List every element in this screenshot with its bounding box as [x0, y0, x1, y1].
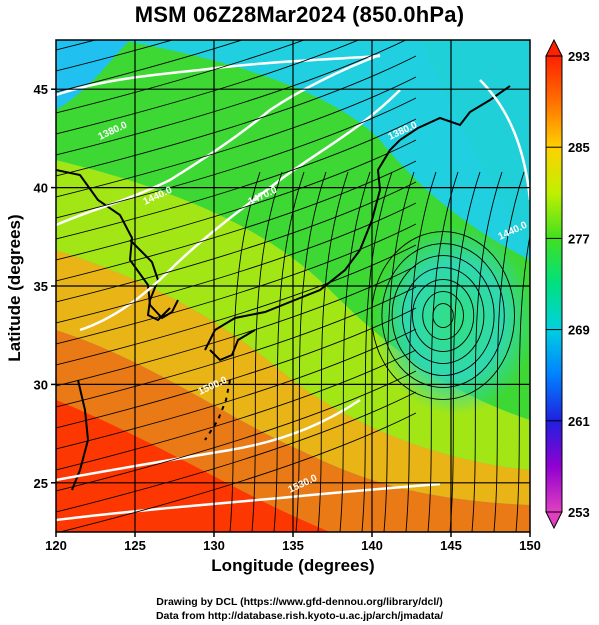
cyclone-streamline	[391, 255, 495, 376]
streamline	[56, 40, 174, 72]
streamline	[56, 349, 417, 471]
x-tick-label: 140	[361, 538, 383, 553]
contour-1440	[56, 53, 381, 227]
x-tick-label: 120	[45, 538, 67, 553]
cyclone-streamline	[432, 303, 454, 328]
streamline	[383, 171, 415, 532]
streamline	[56, 55, 417, 177]
contour-1530	[56, 482, 441, 522]
streamline	[273, 171, 305, 532]
streamline	[405, 171, 437, 532]
contour-1470	[79, 89, 401, 332]
colorbar: 253 261 269 277 285 293	[545, 38, 590, 530]
height-contours	[56, 53, 530, 522]
temperature-band-cold	[56, 40, 130, 110]
streamline	[493, 171, 525, 532]
streamline	[317, 171, 349, 532]
y-axis-label: Latitude (degrees)	[5, 214, 24, 362]
streamline	[449, 171, 481, 532]
colorbar-bar	[545, 55, 563, 513]
colorbar-tick-label: 277	[568, 231, 590, 246]
ryukyu-islands	[204, 379, 231, 441]
temperature-band	[56, 250, 530, 505]
x-axis-label: Longitude (degrees)	[211, 556, 375, 575]
korea-coast	[129, 239, 171, 322]
x-tick-label: 145	[440, 538, 462, 553]
streamline	[56, 391, 417, 513]
chart-title: MSM 06Z28Mar2024 (850.0hPa)	[134, 2, 465, 27]
streamline	[56, 223, 417, 345]
streamline	[339, 171, 371, 532]
streamline	[56, 40, 360, 135]
colorbar-min-arrow	[545, 511, 563, 530]
streamline	[56, 307, 417, 429]
cyclone-streamline	[422, 291, 464, 340]
streamline	[58, 412, 417, 532]
streamline	[56, 76, 417, 198]
y-tick-label: 30	[34, 377, 48, 392]
streamline	[56, 286, 417, 408]
streamline	[56, 244, 417, 366]
colorbar-tick-label: 293	[568, 49, 590, 64]
y-tick-label: 40	[34, 181, 48, 196]
streamline	[427, 171, 459, 532]
streamline	[56, 40, 244, 93]
colorbar-tick-label: 285	[568, 140, 590, 155]
hokkaido-coast	[399, 85, 511, 141]
x-tick-label: 130	[203, 538, 225, 553]
contour-1380-north	[56, 54, 381, 97]
streamline	[56, 118, 417, 240]
streamline	[56, 40, 306, 114]
streamline	[56, 370, 417, 492]
streamline	[295, 171, 327, 532]
cyclone-streamline	[381, 243, 505, 388]
china-coast	[56, 169, 179, 320]
plot-area	[56, 40, 530, 532]
colorbar-tick-label: 269	[568, 323, 590, 338]
streamline	[56, 202, 417, 324]
colorbar-tick-label: 261	[568, 414, 590, 429]
streamline	[56, 328, 417, 450]
credit-data: Data from http://database.rish.kyoto-u.a…	[155, 610, 444, 622]
contour-1380-east	[479, 79, 530, 201]
kyushu-coast	[209, 329, 256, 362]
streamline	[56, 160, 417, 282]
streamline	[229, 171, 261, 532]
y-tick-label: 45	[34, 82, 48, 97]
streamline	[56, 139, 417, 261]
cyclone-streamline	[412, 279, 475, 352]
temperature-band	[56, 400, 330, 532]
y-tick-label: 25	[34, 476, 48, 491]
contour-1500	[56, 398, 361, 482]
credit-drawing: Drawing by DCL (https://www.gfd-dennou.o…	[156, 596, 443, 608]
colorbar-max-arrow	[545, 38, 563, 57]
temperature-band-cool	[420, 40, 530, 250]
x-tick-label: 135	[282, 538, 304, 553]
colorbar-tick-label: 253	[568, 505, 590, 520]
cyclone-streamline	[401, 267, 485, 364]
streamline	[361, 171, 393, 532]
y-tick-label: 35	[34, 279, 48, 294]
streamline	[515, 233, 530, 532]
x-tick-label: 150	[519, 538, 541, 553]
x-tick-label: 125	[124, 538, 146, 553]
streamline	[251, 171, 283, 532]
streamline	[471, 171, 503, 532]
streamline	[56, 181, 417, 303]
streamline	[56, 97, 417, 219]
streamline	[56, 40, 407, 156]
